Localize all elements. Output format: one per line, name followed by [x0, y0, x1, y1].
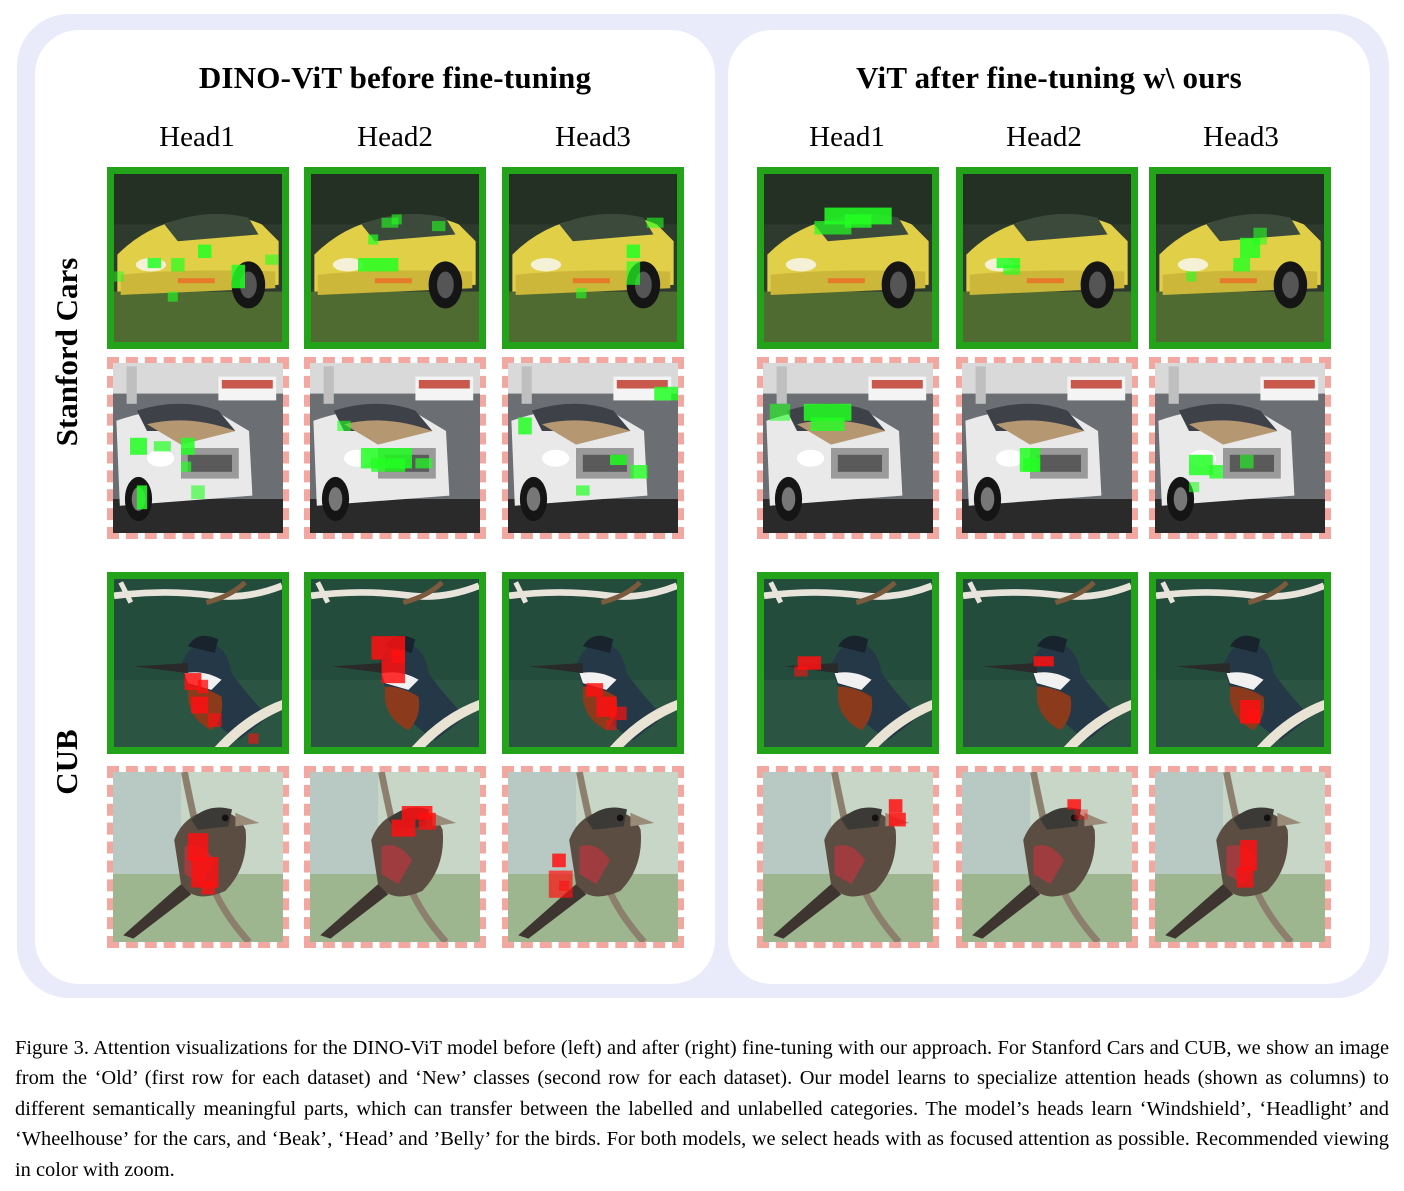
attention-tile-stanford-cars-new-before-head1 [107, 357, 289, 539]
head2-label-before: Head2 [357, 121, 433, 153]
attention-tile-stanford-cars-new-after-head1 [757, 357, 939, 539]
attention-tile-stanford-cars-new-before-head2 [304, 357, 486, 539]
attention-tile-cub-new-after-head1 [757, 766, 939, 948]
attention-tile-stanford-cars-old-before-head1 [107, 167, 289, 349]
attention-tile-cub-old-after-head2 [956, 572, 1138, 754]
attention-tile-cub-new-before-head1 [107, 766, 289, 948]
attention-tile-stanford-cars-new-after-head2 [956, 357, 1138, 539]
attention-tile-stanford-cars-old-after-head3 [1149, 167, 1331, 349]
attention-tile-cub-old-after-head3 [1149, 572, 1331, 754]
panel-title-after: ViT after fine-tuning w\ ours [856, 60, 1242, 95]
attention-tile-cub-new-after-head3 [1149, 766, 1331, 948]
figure: DINO-ViT before fine-tuning ViT after fi… [17, 14, 1389, 998]
attention-tile-stanford-cars-new-after-head3 [1149, 357, 1331, 539]
dataset-label-stanford-cars: Stanford Cars [49, 257, 84, 447]
figure-caption: Figure 3. Attention visualizations for t… [15, 1037, 1389, 1181]
attention-tile-stanford-cars-old-before-head2 [304, 167, 486, 349]
dataset-label-cub: CUB [49, 729, 84, 795]
attention-tile-cub-new-after-head2 [956, 766, 1138, 948]
attention-tile-stanford-cars-new-before-head3 [502, 357, 684, 539]
attention-tile-stanford-cars-old-before-head3 [502, 167, 684, 349]
attention-tile-cub-old-before-head3 [502, 572, 684, 754]
attention-tile-cub-old-before-head1 [107, 572, 289, 754]
head3-label-after: Head3 [1203, 121, 1279, 153]
head1-label-after: Head1 [809, 121, 885, 153]
attention-tile-cub-old-before-head2 [304, 572, 486, 754]
attention-tile-cub-new-before-head3 [502, 766, 684, 948]
attention-tile-cub-new-before-head2 [304, 766, 486, 948]
panel-title-before: DINO-ViT before fine-tuning [198, 60, 592, 95]
head3-label-before: Head3 [555, 121, 631, 153]
attention-tile-stanford-cars-old-after-head2 [956, 167, 1138, 349]
attention-tile-stanford-cars-old-after-head1 [757, 167, 939, 349]
attention-tile-cub-old-after-head1 [757, 572, 939, 754]
head2-label-after: Head2 [1006, 121, 1082, 153]
head1-label-before: Head1 [159, 121, 235, 153]
